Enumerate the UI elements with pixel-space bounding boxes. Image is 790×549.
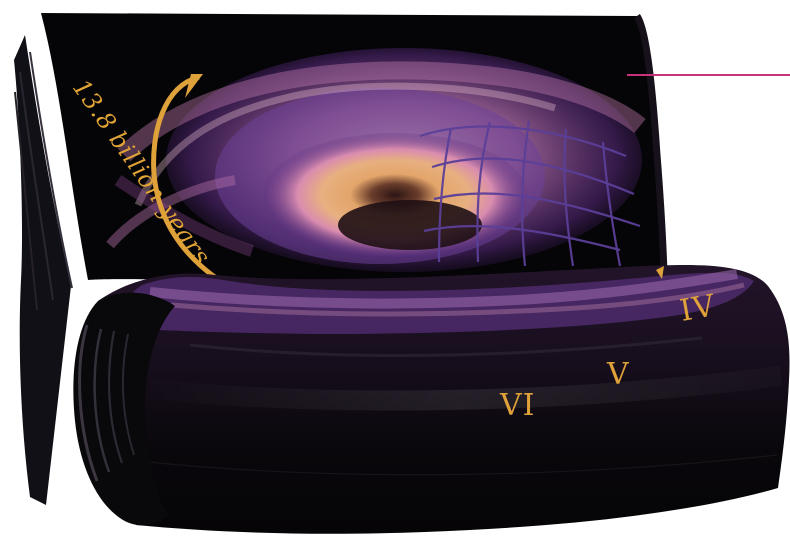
timeline-arrow bbox=[151, 74, 218, 281]
numeral-vi: VI bbox=[499, 388, 536, 423]
galaxy-center-dark bbox=[338, 200, 482, 250]
book-back-panel bbox=[41, 13, 668, 282]
annotation-line bbox=[627, 74, 790, 76]
bench-seat bbox=[98, 264, 790, 534]
numeral-iv: IV bbox=[677, 288, 718, 329]
numeral-v: V bbox=[606, 357, 630, 392]
clock-numerals: VI V IV bbox=[499, 288, 719, 423]
bench-front-scroll bbox=[73, 292, 175, 526]
spacetime-grid bbox=[419, 120, 641, 267]
page-edge-stack-left bbox=[14, 35, 73, 505]
seat-arrow-tip bbox=[656, 266, 664, 279]
